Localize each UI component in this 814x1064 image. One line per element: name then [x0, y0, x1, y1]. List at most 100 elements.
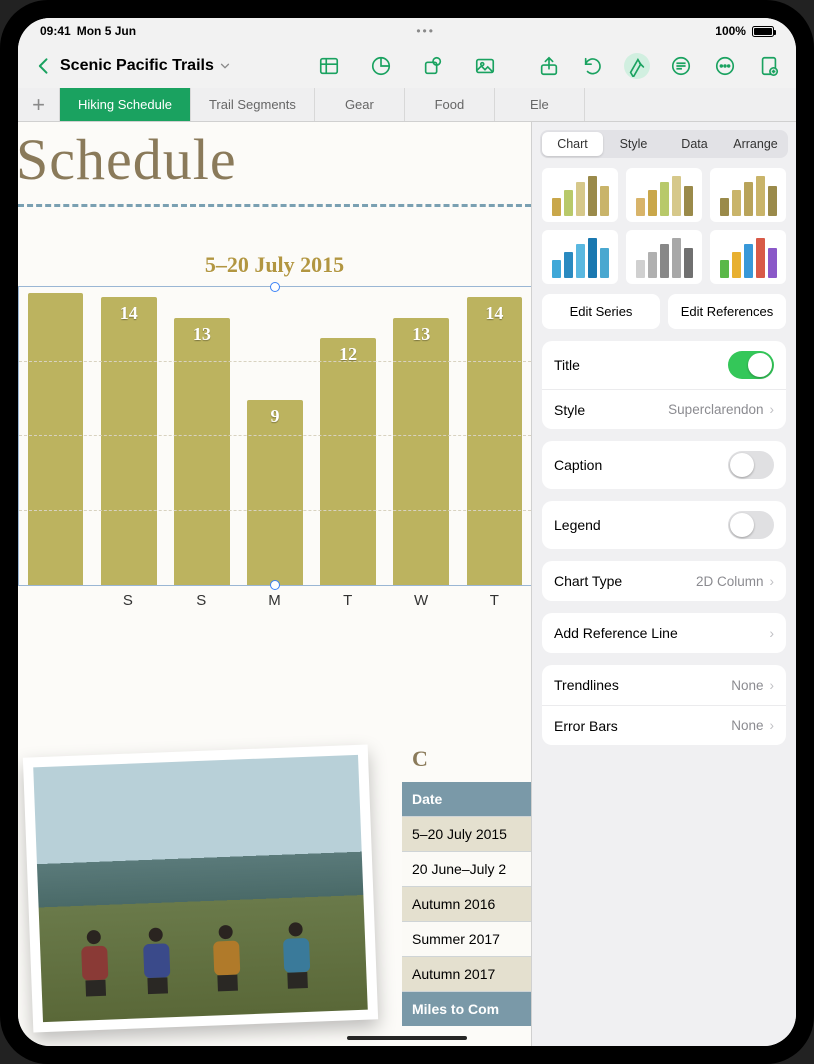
- add-reference-line-row[interactable]: Add Reference Line ›: [542, 613, 786, 653]
- selected-chart[interactable]: 5–20 July 2015 14139121314 SSMTWT: [18, 252, 531, 609]
- chart-style-option[interactable]: [626, 230, 702, 284]
- insert-toolbar: [316, 53, 498, 79]
- edit-series-button[interactable]: Edit Series: [542, 294, 660, 329]
- chart-bar[interactable]: 14: [467, 297, 523, 585]
- bar-value-label: 13: [174, 318, 230, 345]
- add-reference-line-label: Add Reference Line: [554, 625, 678, 641]
- hiker-silhouette: [137, 927, 175, 992]
- divider: [18, 204, 531, 207]
- chart-style-grid: [532, 168, 796, 294]
- inspector-tab[interactable]: Style: [603, 132, 664, 156]
- errorbars-value: None: [731, 718, 763, 733]
- sheet-tab[interactable]: Ele: [495, 88, 585, 121]
- main-area: Schedule 5–20 July 2015 14139121314 SSMT…: [18, 122, 796, 1046]
- chart-bar[interactable]: 13: [393, 318, 449, 585]
- insert-table-button[interactable]: [316, 53, 342, 79]
- new-sheet-button[interactable]: [756, 53, 782, 79]
- hiker-silhouette: [207, 924, 245, 989]
- multitask-dots-icon[interactable]: •••: [416, 24, 435, 38]
- title-toggle[interactable]: [728, 351, 774, 379]
- bar-value-label: [28, 293, 84, 299]
- chart-style-option[interactable]: [542, 230, 618, 284]
- trendlines-label: Trendlines: [554, 677, 619, 693]
- trendlines-row[interactable]: Trendlines None ›: [542, 665, 786, 705]
- battery-percent: 100%: [715, 24, 746, 38]
- status-bar: 09:41 Mon 5 Jun ••• 100%: [18, 18, 796, 44]
- trendlines-value: None: [731, 678, 763, 693]
- inspector-tab[interactable]: Arrange: [725, 132, 786, 156]
- format-button[interactable]: [624, 53, 650, 79]
- add-sheet-button[interactable]: +: [18, 88, 60, 121]
- table-cell[interactable]: Summer 2017: [402, 922, 531, 957]
- data-table[interactable]: C Date 5–20 July 201520 June–July 2Autum…: [402, 742, 531, 1026]
- home-indicator[interactable]: [347, 1036, 467, 1040]
- chart-style-option[interactable]: [626, 168, 702, 222]
- inspector-tab[interactable]: Data: [664, 132, 725, 156]
- organize-button[interactable]: [668, 53, 694, 79]
- legend-toggle-row[interactable]: Legend: [542, 501, 786, 549]
- inspector-tabs: ChartStyleDataArrange: [540, 130, 788, 158]
- chart-style-option[interactable]: [710, 230, 786, 284]
- share-button[interactable]: [536, 53, 562, 79]
- legend-toggle[interactable]: [728, 511, 774, 539]
- inspector-tab[interactable]: Chart: [542, 132, 603, 156]
- sheet-tab[interactable]: Food: [405, 88, 495, 121]
- table-cell[interactable]: 5–20 July 2015: [402, 817, 531, 852]
- document-title-label: Scenic Pacific Trails: [60, 57, 214, 75]
- title-label: Title: [554, 357, 580, 373]
- sheet-tab[interactable]: Trail Segments: [191, 88, 315, 121]
- chart-type-row[interactable]: Chart Type 2D Column ›: [542, 561, 786, 601]
- chart-style-option[interactable]: [542, 168, 618, 222]
- x-axis-label: [18, 592, 91, 609]
- insert-chart-button[interactable]: [368, 53, 394, 79]
- chevron-right-icon: ›: [770, 402, 775, 417]
- x-axis-label: W: [384, 592, 457, 609]
- chevron-right-icon: ›: [770, 678, 775, 693]
- table-cell[interactable]: Autumn 2016: [402, 887, 531, 922]
- spreadsheet-canvas[interactable]: Schedule 5–20 July 2015 14139121314 SSMT…: [18, 122, 531, 1046]
- chart-bar[interactable]: 9: [247, 400, 303, 585]
- edit-references-button[interactable]: Edit References: [668, 294, 786, 329]
- back-button[interactable]: [32, 56, 56, 76]
- chart-bar[interactable]: 14: [101, 297, 157, 585]
- x-axis-label: S: [165, 592, 238, 609]
- errorbars-label: Error Bars: [554, 718, 618, 734]
- title-toggle-row[interactable]: Title: [542, 341, 786, 389]
- table-footer-cell[interactable]: Miles to Com: [402, 992, 531, 1027]
- insert-shape-button[interactable]: [420, 53, 446, 79]
- chart-style-option[interactable]: [710, 168, 786, 222]
- page-title: Schedule: [18, 126, 237, 193]
- caption-toggle[interactable]: [728, 451, 774, 479]
- chevron-right-icon: ›: [770, 574, 775, 589]
- screen: 09:41 Mon 5 Jun ••• 100% Scenic Pacific …: [18, 18, 796, 1046]
- x-axis-label: T: [458, 592, 531, 609]
- document-title-button[interactable]: Scenic Pacific Trails: [60, 57, 232, 75]
- caption-label: Caption: [554, 457, 602, 473]
- x-axis-label: S: [91, 592, 164, 609]
- chart-bar[interactable]: [28, 293, 84, 585]
- insert-media-button[interactable]: [472, 53, 498, 79]
- chart-type-value: 2D Column: [696, 574, 764, 589]
- errorbars-row[interactable]: Error Bars None›: [542, 705, 786, 745]
- chart-title: 5–20 July 2015: [18, 252, 531, 278]
- sheet-tab[interactable]: Gear: [315, 88, 405, 121]
- bar-value-label: 13: [393, 318, 449, 345]
- sheet-tab-bar: + Hiking ScheduleTrail SegmentsGearFoodE…: [18, 88, 796, 122]
- table-cell[interactable]: 20 June–July 2: [402, 852, 531, 887]
- x-axis-label: M: [238, 592, 311, 609]
- photo-image: [33, 755, 368, 1022]
- chart-plot-area[interactable]: 14 13 912 13 14: [18, 286, 531, 586]
- photo-card[interactable]: [23, 744, 378, 1032]
- chart-bar[interactable]: 12: [320, 338, 376, 585]
- more-button[interactable]: [712, 53, 738, 79]
- undo-button[interactable]: [580, 53, 606, 79]
- table-header-date[interactable]: Date: [402, 782, 531, 817]
- style-row[interactable]: Style Superclarendon›: [542, 389, 786, 429]
- table-title-fragment: C: [402, 742, 531, 782]
- chart-type-label: Chart Type: [554, 573, 622, 589]
- bar-value-label: 14: [101, 297, 157, 324]
- sheet-tab[interactable]: Hiking Schedule: [60, 88, 191, 121]
- caption-toggle-row[interactable]: Caption: [542, 441, 786, 489]
- table-cell[interactable]: Autumn 2017: [402, 957, 531, 992]
- chart-bar[interactable]: 13: [174, 318, 230, 585]
